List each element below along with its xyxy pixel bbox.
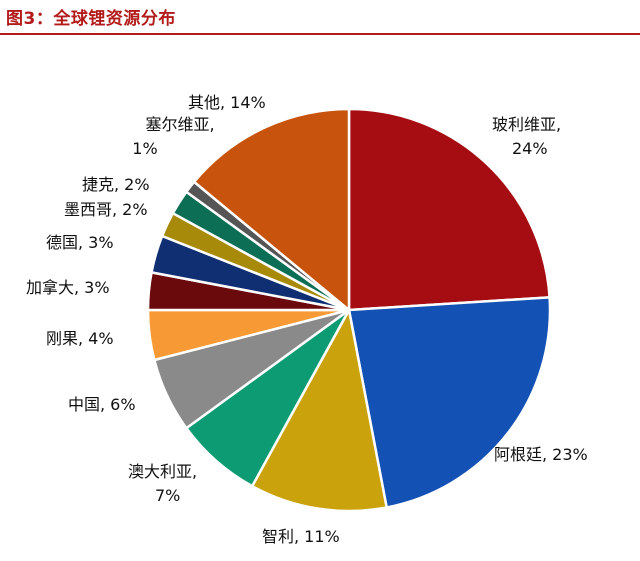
slice-label-3: 智利, 11% (262, 527, 340, 546)
pie-labels: 玻利维亚, 24% 阿根廷, 23% 智利, 11% 澳大利亚, 7% 中国, 6% 刚果, … (26, 93, 588, 546)
slice-label-11: 塞尔维亚, 1% (132, 115, 214, 158)
slice-label-10: 捷克, 2% (82, 175, 150, 194)
pie-slice-12 (192, 107, 351, 312)
slice-label-12: 其他, 14% (188, 93, 266, 112)
slice-label-2: 阿根廷, 23% (494, 445, 588, 464)
pie-slice-3 (250, 308, 388, 513)
slice-label-4: 澳大利亚, 7% (128, 462, 197, 505)
slice-label-8: 德国, 3% (46, 233, 114, 252)
pie-slice-2 (347, 296, 552, 509)
slice-label-5: 中国, 6% (68, 395, 136, 414)
title-rule (0, 33, 640, 35)
figure-title: 图3：全球锂资源分布 (6, 9, 176, 29)
slice-label-6: 刚果, 4% (46, 329, 114, 348)
slice-label-9: 墨西哥, 2% (64, 200, 148, 219)
slice-label-7: 加拿大, 3% (26, 278, 110, 297)
slice-label-1: 玻利维亚, 24% (492, 115, 561, 158)
pie-slices (146, 107, 552, 513)
pie-slice-1 (347, 107, 551, 312)
